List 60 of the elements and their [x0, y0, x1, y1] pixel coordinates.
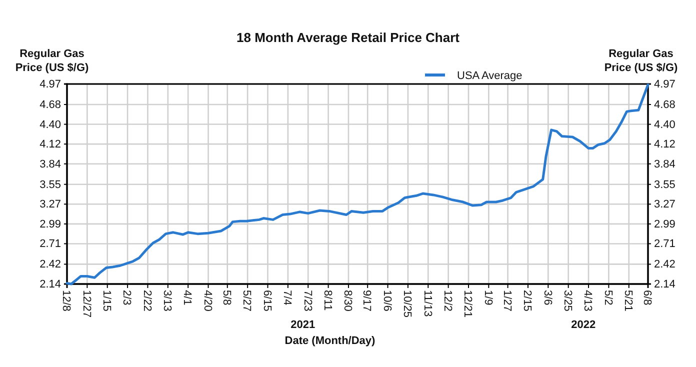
y-tick-label: 4.40	[40, 118, 61, 131]
y2-tick-label: 4.68	[654, 99, 676, 112]
x-tick-label: 5/27	[240, 290, 253, 312]
y-tick-label: 3.27	[40, 198, 61, 211]
x-tick-label: 12/8	[60, 290, 72, 312]
y2-tick-label: 3.55	[654, 178, 676, 191]
x-tick-label: 12/21	[462, 290, 474, 318]
x-tick-label: 1/27	[500, 290, 513, 312]
text: 2021	[290, 319, 316, 331]
y-tick-label: 2.99	[40, 218, 61, 230]
y2-tick-label: 4.12	[654, 138, 676, 151]
y2-tick-label: 4.40	[654, 118, 676, 131]
chart-title: 18 Month Average Retail Price Chart	[236, 30, 460, 45]
x-tick-label: 4/1	[181, 290, 194, 306]
y-tick-label: 3.84	[40, 158, 61, 170]
x-tick-label: 5/8	[220, 290, 233, 306]
y-tick-label: 4.68	[40, 99, 61, 112]
x-tick-label: 10/6	[380, 290, 393, 312]
x-tick-label: 8/30	[342, 290, 354, 312]
x-tick-label: 10/25	[401, 290, 414, 318]
x-tick-label: 3/13	[161, 290, 174, 312]
line-series	[66, 83, 650, 286]
x-tick-label: 2/15	[521, 290, 534, 312]
y2-tick-label: 3.84	[654, 158, 676, 170]
x-tick-label: 9/17	[360, 290, 373, 312]
x-tick-label: 6/8	[641, 290, 654, 306]
y-tick-label: 2.71	[40, 238, 61, 250]
y2-axis-title: Regular Gas Price (US $/G)	[604, 48, 678, 74]
x-tick-label: 12/27	[80, 290, 92, 318]
x-tick-label: 11/13	[421, 290, 434, 317]
y-axis-title: Regular Gas Price (US $/G)	[15, 48, 90, 74]
y2-tick-label: 2.14	[654, 278, 676, 291]
text: 2022	[571, 319, 596, 331]
x-tick-label: 6/15	[260, 290, 273, 312]
y-tick-label: 3.55	[40, 178, 61, 191]
x-tick-label: 3/6	[541, 290, 554, 306]
x-tick-label: 2/22	[140, 290, 153, 312]
x-axis-title: Date (Month/Day)	[284, 335, 376, 347]
legend-label: USA Average	[457, 70, 522, 82]
x-tick-label: 8/11	[321, 290, 334, 311]
x-tick-label: 3/25	[561, 290, 574, 312]
x-tick-label: 5/2	[602, 290, 614, 306]
y2-tick-label: 3.27	[654, 198, 676, 211]
x-tick-label: 5/21	[622, 290, 634, 312]
y-tick-label: 4.97	[40, 78, 61, 91]
y-tick-label: 2.14	[40, 278, 61, 291]
y-tick-label: 2.42	[40, 258, 61, 271]
y2-tick-label: 4.97	[654, 78, 676, 91]
x-tick-label: 7/23	[301, 290, 314, 312]
y2-tick-label: 2.71	[654, 238, 676, 250]
x-tick-label: 4/20	[201, 290, 214, 312]
y2-tick-label: 2.42	[654, 258, 676, 271]
x-tick-label: 12/2	[441, 290, 454, 312]
y-tick-label: 4.12	[40, 138, 61, 151]
x-tick-label: 1/9	[482, 290, 494, 306]
x-tick-label: 1/15	[100, 290, 113, 312]
x-tick-label: 7/4	[281, 290, 294, 306]
y2-tick-label: 2.99	[654, 218, 676, 230]
x-tick-label: 2/3	[120, 290, 133, 306]
x-tick-label: 4/13	[582, 290, 594, 312]
